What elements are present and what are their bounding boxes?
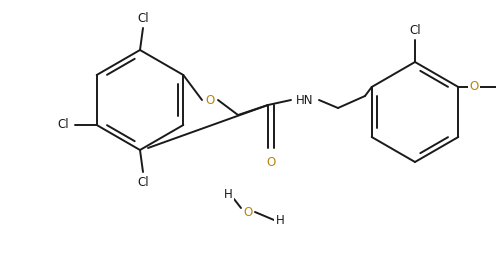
- Text: Cl: Cl: [409, 23, 421, 36]
- Text: H: H: [276, 214, 284, 227]
- Text: O: O: [244, 206, 252, 219]
- Text: O: O: [205, 93, 215, 107]
- Text: O: O: [266, 156, 276, 168]
- Text: Cl: Cl: [57, 118, 68, 132]
- Text: Cl: Cl: [137, 12, 149, 25]
- Text: Cl: Cl: [137, 175, 149, 189]
- Text: H: H: [224, 189, 232, 201]
- Text: HN: HN: [296, 93, 314, 107]
- Text: O: O: [470, 80, 479, 93]
